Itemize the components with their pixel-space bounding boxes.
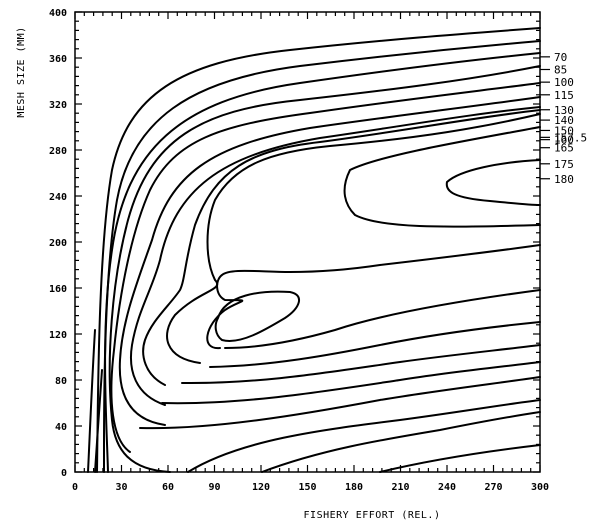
contour-160 — [166, 113, 541, 364]
x-axis-tick-labels: 0 30 60 90 120 150 180 210 240 270 300 — [72, 482, 549, 493]
contour-lower-4 — [161, 361, 541, 405]
axis-ticks — [74, 11, 541, 473]
x-tick-label: 300 — [531, 482, 549, 493]
contour-level-label: 70 — [554, 51, 567, 64]
y-axis-title: MESH SIZE (MM) — [16, 26, 27, 117]
x-tick-label: 0 — [72, 482, 78, 493]
contour-lower-3 — [181, 344, 541, 385]
contour-level-label: 180 — [554, 173, 574, 186]
contour-level-label: 115 — [554, 89, 574, 102]
contour-level-label: 150 — [554, 124, 574, 137]
contour-local-max-ellipse — [214, 290, 300, 342]
contour-level-label: 140 — [554, 114, 574, 127]
x-tick-label: 180 — [345, 482, 363, 493]
contour-left-2 — [94, 369, 103, 473]
y-tick-label: 160 — [49, 284, 67, 295]
contour-140 — [118, 96, 541, 426]
contour-130 — [110, 82, 541, 453]
contour-level-label: 175 — [554, 158, 574, 171]
contour-lower-7 — [261, 411, 541, 473]
contour-lower-6 — [187, 399, 541, 473]
x-tick-label: 90 — [208, 482, 220, 493]
x-tick-label: 30 — [115, 482, 127, 493]
x-tick-label: 210 — [391, 482, 409, 493]
contour-165 — [206, 244, 541, 350]
contour-lower-1 — [224, 289, 541, 349]
contour-lower-5 — [139, 376, 541, 430]
y-tick-label: 40 — [55, 422, 67, 433]
x-tick-label: 240 — [438, 482, 456, 493]
y-tick-label: 120 — [49, 330, 67, 341]
contour-lines — [87, 27, 541, 473]
y-axis-tick-labels: 0 40 80 120 160 200 240 280 320 360 400 — [49, 8, 67, 479]
contour-level-label: 157.5 — [554, 131, 587, 144]
contour-157-5 — [142, 109, 541, 386]
y-tick-label: 0 — [61, 468, 67, 479]
contour-70 — [96, 27, 541, 473]
x-tick-label: 150 — [298, 482, 316, 493]
contour-level-label: 100 — [554, 76, 574, 89]
y-tick-label: 240 — [49, 192, 67, 203]
y-tick-label: 400 — [49, 8, 67, 19]
x-axis-title: FISHERY EFFORT (REL.) — [304, 510, 441, 521]
x-tick-label: 120 — [252, 482, 270, 493]
y-tick-label: 280 — [49, 146, 67, 157]
contour-level-label: 165 — [554, 142, 574, 155]
contour-100 — [104, 52, 541, 473]
x-tick-label: 60 — [162, 482, 174, 493]
contour-level-label: 160 — [554, 134, 574, 147]
contour-level-label: 130 — [554, 104, 574, 117]
contour-175 — [343, 126, 541, 228]
contour-180 — [445, 159, 541, 206]
y-tick-label: 200 — [49, 238, 67, 249]
y-tick-label: 360 — [49, 54, 67, 65]
contour-left-1 — [87, 329, 96, 473]
contour-115 — [108, 65, 541, 473]
contour-level-label: 85 — [554, 64, 567, 77]
y-tick-label: 80 — [55, 376, 67, 387]
x-tick-label: 270 — [484, 482, 502, 493]
contour-lower-8 — [379, 444, 541, 473]
contour-150 — [130, 106, 541, 406]
contour-lower-2 — [209, 321, 541, 368]
y-tick-label: 320 — [49, 100, 67, 111]
